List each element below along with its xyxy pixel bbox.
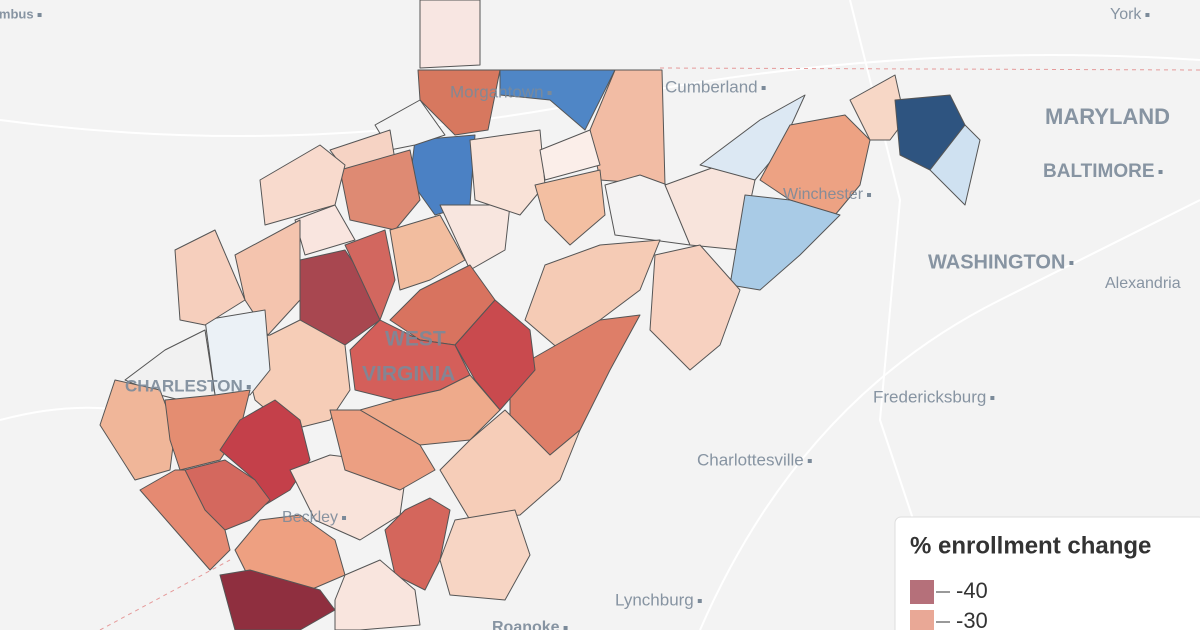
place-dot: [697, 599, 702, 603]
counties: [99, 0, 981, 630]
place-dot: [761, 86, 766, 90]
county: [419, 0, 481, 69]
place-dot: [807, 459, 812, 463]
place-label: MARYLAND: [1045, 104, 1170, 129]
state-line: [659, 67, 1200, 71]
place-label: WASHINGTON: [928, 251, 1065, 273]
legend: % enrollment change -40-30: [894, 516, 1200, 630]
place-dot: [1158, 170, 1163, 174]
legend-label: -40: [956, 578, 988, 603]
place-label: Fredericksburg: [873, 387, 986, 406]
county: [234, 219, 301, 336]
county: [184, 459, 271, 531]
road: [699, 199, 1200, 630]
county: [329, 409, 436, 491]
county: [359, 374, 501, 446]
state-line: [99, 559, 231, 630]
county: [699, 94, 806, 181]
county: [294, 204, 356, 256]
place-dot: [867, 193, 872, 197]
place-label: WEST: [385, 328, 446, 351]
place-label: Charlottesville: [697, 450, 804, 469]
place-label: York: [1110, 6, 1142, 23]
county: [339, 149, 421, 231]
place-label: Lynchburg: [615, 590, 694, 609]
legend-box: [894, 516, 1200, 630]
place-label: Beckley: [282, 509, 338, 526]
place-dot: [246, 385, 251, 389]
county: [929, 124, 981, 206]
place-dot: [1145, 13, 1150, 17]
county: [649, 244, 741, 371]
place-dot: [547, 91, 552, 95]
county: [417, 69, 501, 136]
place-label: Morgantown: [450, 82, 544, 101]
place-dot: [1069, 261, 1074, 265]
place-dot: [37, 13, 42, 17]
county: [534, 169, 606, 246]
place-label: Alexandria: [1105, 275, 1181, 292]
place-labels: Columbus York Morgantown Cumberland MARYLAND…: [0, 6, 1181, 630]
county: [539, 129, 601, 181]
legend-title: % enrollment change: [910, 532, 1151, 559]
place-dot: [563, 626, 568, 630]
place-dot: [342, 516, 347, 520]
place-label: Winchester: [783, 186, 864, 203]
county: [469, 129, 546, 216]
place-label: BALTIMORE: [1043, 161, 1155, 182]
county: [439, 204, 511, 271]
legend-items: -40-30: [910, 578, 988, 630]
place-dot: [990, 396, 995, 400]
county: [344, 229, 396, 321]
place-label: Cumberland: [665, 77, 758, 96]
place-label: VIRGINIA: [362, 363, 455, 386]
county: [499, 69, 616, 131]
county: [334, 559, 421, 630]
county: [439, 509, 531, 601]
county: [409, 134, 476, 216]
county: [174, 229, 246, 326]
county: [454, 299, 536, 411]
legend-swatch: [910, 580, 934, 604]
county: [729, 194, 841, 291]
county: [389, 214, 466, 291]
place-label: Roanoke: [492, 619, 560, 630]
place-label: CHARLESTON: [125, 376, 243, 395]
legend-label: -30: [956, 608, 988, 630]
place-label: Columbus: [0, 6, 34, 21]
legend-swatch: [910, 610, 934, 630]
